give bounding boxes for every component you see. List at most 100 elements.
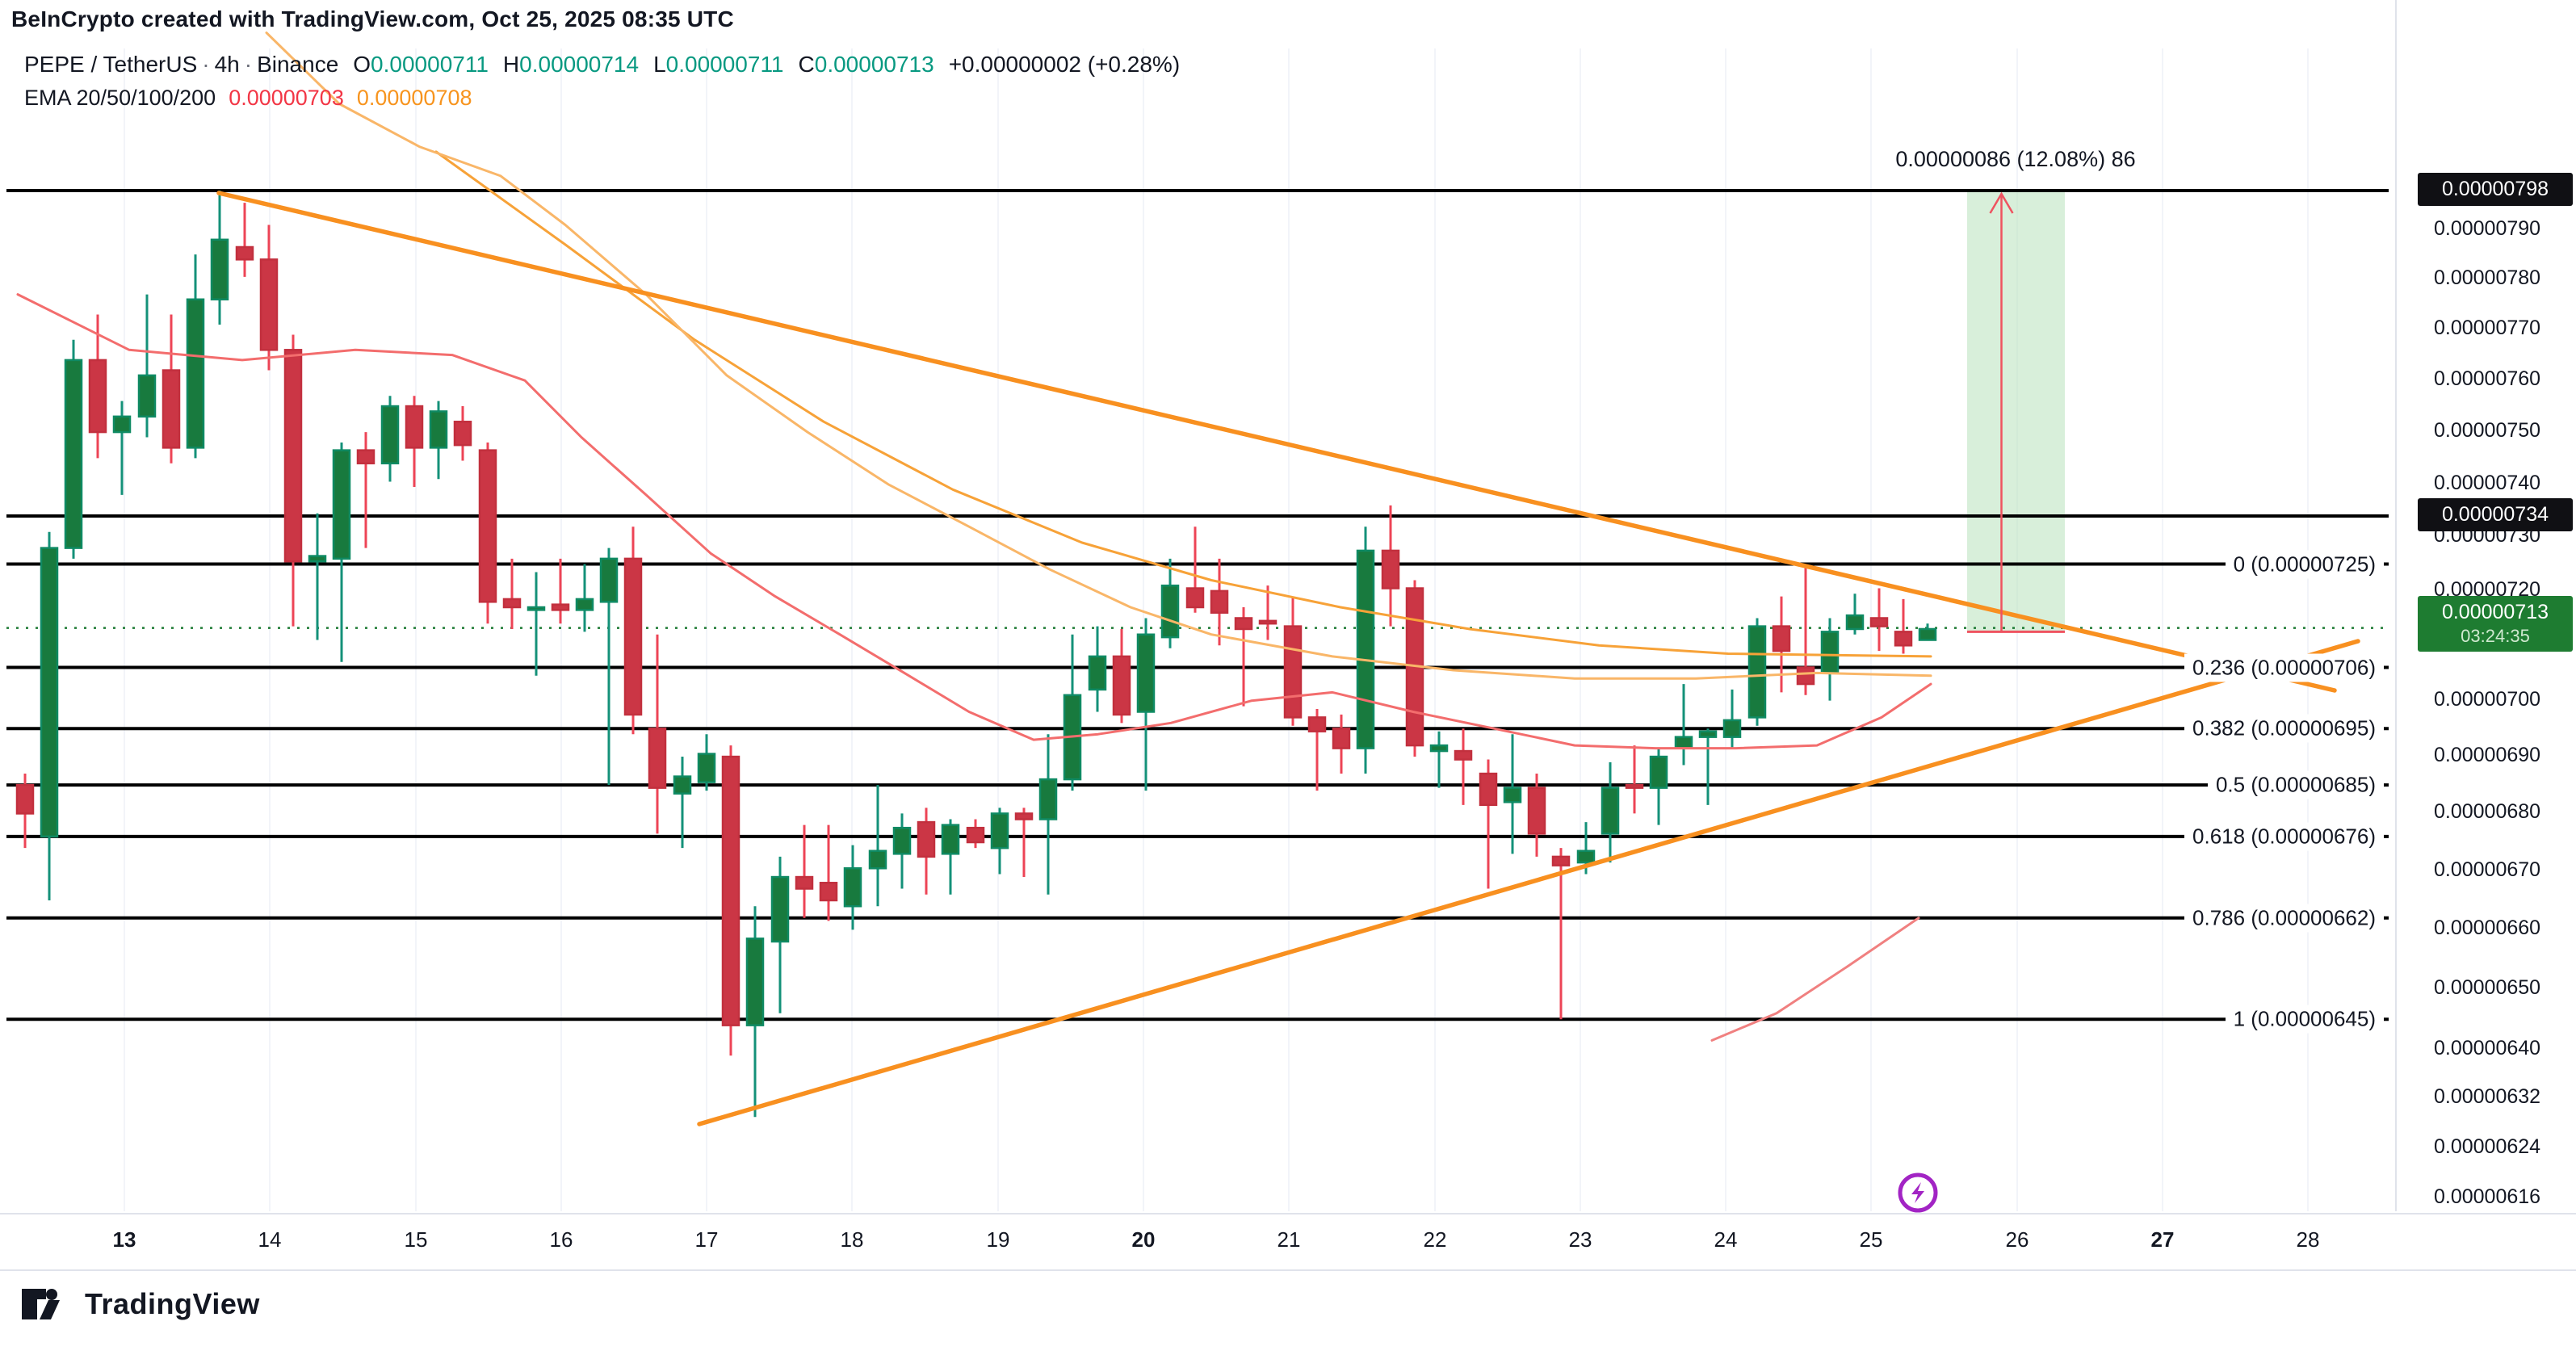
candle-body[interactable] [1136, 633, 1156, 713]
candle-body[interactable] [1772, 625, 1791, 652]
candle-body[interactable] [843, 867, 862, 908]
candle-body[interactable] [941, 824, 960, 855]
candle-body[interactable] [917, 820, 936, 858]
fib-level-label[interactable]: 1 (0.00000645) [2225, 1005, 2384, 1034]
candle-body[interactable] [892, 826, 912, 855]
candle-body[interactable] [868, 849, 887, 870]
candle-body[interactable] [745, 938, 765, 1026]
interval-label[interactable]: 4h [214, 52, 240, 77]
fib-level-label[interactable]: 0.786 (0.00000662) [2184, 904, 2384, 933]
date-label[interactable]: 20 [1131, 1227, 1156, 1252]
candle-body[interactable] [721, 755, 740, 1026]
candle-body[interactable] [1845, 614, 1865, 631]
exchange-label[interactable]: Binance [257, 52, 339, 77]
candle-body[interactable] [795, 875, 814, 890]
candle-body[interactable] [1796, 666, 1815, 686]
candle-body[interactable] [1649, 755, 1668, 789]
candle-body[interactable] [1698, 730, 1718, 738]
candle-body[interactable] [1527, 787, 1546, 835]
candle-body[interactable] [283, 349, 303, 563]
candle-body[interactable] [966, 826, 985, 844]
candle-body[interactable] [1503, 787, 1522, 803]
candle-body[interactable] [235, 245, 254, 261]
candle-body[interactable] [1674, 736, 1693, 749]
candle-body[interactable] [1160, 584, 1180, 639]
ema-pink-line[interactable] [1710, 917, 1920, 1042]
candle-body[interactable] [502, 598, 522, 609]
date-label[interactable]: 14 [258, 1227, 282, 1252]
date-label[interactable]: 18 [840, 1227, 864, 1252]
candle-body[interactable] [137, 374, 157, 418]
fib-level-label[interactable]: 0.382 (0.00000695) [2184, 714, 2384, 743]
fib-level-label[interactable]: 0.5 (0.00000685) [2207, 770, 2384, 799]
date-label[interactable]: 17 [694, 1227, 719, 1252]
candle-body[interactable] [15, 783, 35, 815]
candle-body[interactable] [1918, 627, 1937, 641]
candle-body[interactable] [429, 410, 448, 449]
date-label[interactable]: 24 [1714, 1227, 1738, 1252]
candle-body[interactable] [1601, 787, 1620, 835]
candle-body[interactable] [186, 298, 205, 449]
ema-orange-light-line[interactable] [265, 31, 1932, 680]
candle-body[interactable] [1820, 631, 1840, 674]
candle-body[interactable] [990, 812, 1009, 849]
fib-level-label[interactable]: 0 (0.00000725) [2225, 550, 2384, 578]
candle-body[interactable] [1722, 719, 1742, 738]
descending-resistance-trendline[interactable] [216, 191, 2337, 693]
date-label[interactable]: 25 [1859, 1227, 1883, 1252]
candle-body[interactable] [527, 606, 546, 611]
candle-body[interactable] [575, 598, 594, 611]
ema-indicator-label[interactable]: EMA 20/50/100/200 [24, 86, 216, 110]
candle-body[interactable] [1332, 727, 1351, 749]
symbol-title[interactable]: PEPE / TetherUS [24, 52, 198, 77]
candle-body[interactable] [356, 449, 375, 465]
candle-body[interactable] [770, 875, 790, 943]
candle-body[interactable] [88, 359, 107, 434]
candle-body[interactable] [599, 557, 619, 603]
candle-body[interactable] [673, 775, 692, 795]
candle-body[interactable] [64, 359, 83, 549]
candle-body[interactable] [478, 449, 497, 603]
candle-body[interactable] [259, 258, 279, 351]
candle-body[interactable] [623, 557, 643, 716]
price-axis[interactable]: 0.00000790 0.00000780 0.00000770 0.00000760… [2395, 0, 2576, 1211]
candle-body[interactable] [112, 415, 132, 434]
candle-body[interactable] [1088, 655, 1107, 691]
candle-body[interactable] [1576, 849, 1596, 864]
candle-body[interactable] [308, 555, 327, 563]
candle-body[interactable] [40, 547, 59, 838]
date-label[interactable]: 13 [112, 1227, 136, 1252]
date-label[interactable]: 28 [2296, 1227, 2320, 1252]
candle-body[interactable] [453, 420, 472, 447]
time-axis[interactable]: 13 14 15 16 17 18 19 20 21 22 23 24 25 26 27 28 [0, 1213, 2576, 1271]
candle-body[interactable] [162, 369, 181, 449]
candle-body[interactable] [1258, 619, 1278, 625]
candle-body[interactable] [1356, 549, 1375, 749]
date-label[interactable]: 23 [1568, 1227, 1592, 1252]
candle-body[interactable] [1381, 549, 1400, 589]
ascending-support-trendline[interactable] [697, 639, 2360, 1126]
measure-projection-box[interactable] [1967, 191, 2065, 632]
candle-body[interactable] [1551, 855, 1571, 866]
candle-body[interactable] [405, 405, 424, 449]
candle-body[interactable] [1747, 625, 1767, 719]
date-label[interactable]: 16 [549, 1227, 573, 1252]
candle-body[interactable] [1454, 749, 1473, 761]
date-label[interactable]: 22 [1423, 1227, 1447, 1252]
date-label[interactable]: 15 [404, 1227, 428, 1252]
date-label[interactable]: 21 [1277, 1227, 1301, 1252]
date-label[interactable]: 26 [2005, 1227, 2029, 1252]
candle-body[interactable] [1894, 631, 1913, 647]
candle-body[interactable] [1210, 589, 1229, 614]
candle-body[interactable] [1429, 744, 1449, 753]
candle-body[interactable] [1234, 617, 1253, 631]
candle-body[interactable] [1307, 716, 1327, 732]
fib-level-label[interactable]: 0.236 (0.00000706) [2184, 653, 2384, 682]
ema-orange-slow-line[interactable] [434, 150, 1932, 658]
candle-body[interactable] [1014, 812, 1034, 820]
candle-body[interactable] [1283, 625, 1303, 719]
candle-body[interactable] [697, 753, 716, 783]
candle-body[interactable] [1112, 655, 1131, 716]
date-label[interactable]: 27 [2150, 1227, 2175, 1252]
